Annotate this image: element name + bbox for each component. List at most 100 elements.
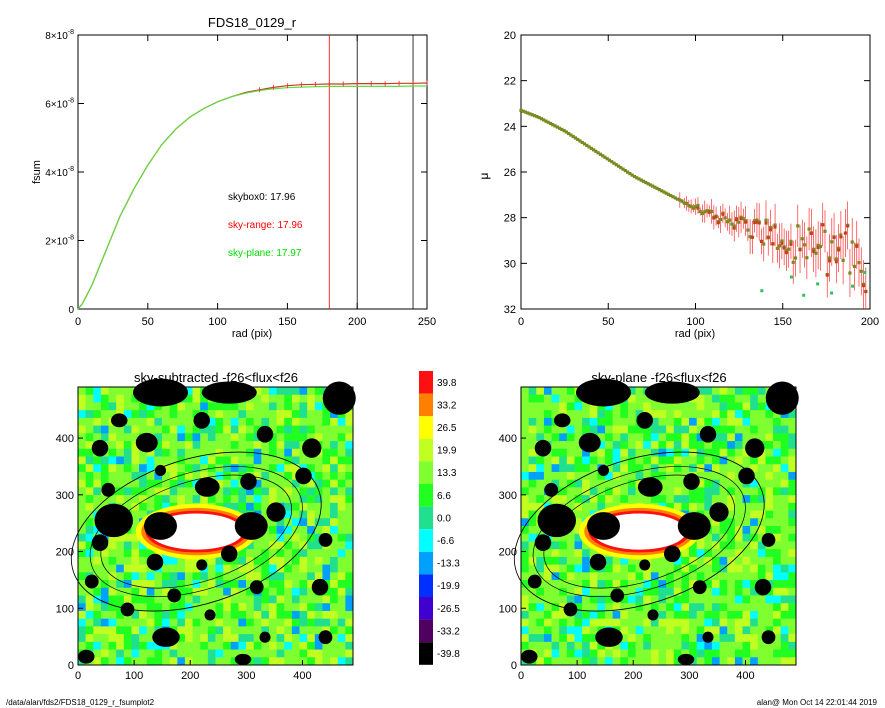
image-pixel — [711, 580, 721, 589]
image-pixel — [582, 595, 591, 604]
image-pixel — [605, 572, 614, 581]
image-pixel — [666, 626, 675, 635]
image-pixel — [192, 387, 201, 396]
image-pixel — [116, 402, 125, 411]
image-pixel — [711, 556, 721, 566]
image-pixel — [658, 425, 667, 434]
image-pixel — [673, 580, 682, 589]
image-pixel — [788, 595, 797, 604]
image-pixel — [711, 657, 721, 666]
image-pixel — [261, 564, 270, 573]
image-pixel — [123, 595, 132, 604]
image-pixel — [605, 610, 614, 620]
image-pixel — [78, 448, 87, 457]
image-pixel — [291, 649, 300, 658]
image-pixel — [345, 595, 354, 604]
image-pixel — [719, 479, 728, 488]
image-pixel — [337, 603, 346, 612]
image-pixel — [719, 549, 728, 558]
image-pixel — [666, 433, 675, 442]
image-pixel — [574, 471, 583, 481]
image-pixel — [627, 417, 636, 427]
image-pixel — [100, 641, 109, 650]
image-pixel — [215, 634, 224, 643]
image-pixel — [85, 526, 94, 535]
image-pixel — [108, 641, 117, 650]
image-pixel — [528, 641, 537, 650]
image-pixel — [116, 495, 125, 504]
masked-source — [598, 464, 609, 476]
image-pixel — [162, 502, 171, 511]
image-pixel — [131, 464, 140, 473]
image-pixel — [131, 425, 140, 434]
image-pixel — [780, 502, 789, 511]
image-pixel — [139, 402, 148, 411]
image-pixel — [650, 603, 659, 612]
image-pixel — [276, 425, 285, 434]
image-pixel — [268, 618, 278, 627]
image-pixel — [559, 495, 568, 504]
image-pixel — [184, 471, 193, 481]
image-pixel — [543, 595, 552, 604]
image-pixel — [146, 626, 155, 635]
image-pixel — [230, 456, 239, 465]
image-pixel — [230, 433, 239, 442]
image-pixel — [734, 518, 743, 527]
image-pixel — [750, 649, 759, 658]
image-pixel — [268, 464, 278, 473]
image-pixel — [742, 533, 751, 542]
image-pixel — [566, 556, 575, 566]
image-pixel — [177, 626, 186, 635]
image-pixel — [643, 441, 652, 450]
image-pixel — [605, 479, 614, 488]
image-pixel — [521, 533, 530, 542]
image-pixel — [238, 549, 247, 558]
image-pixel — [574, 556, 583, 566]
image-pixel — [345, 641, 354, 650]
masked-source — [761, 630, 776, 645]
image-pixel — [612, 495, 621, 504]
image-pixel — [246, 464, 255, 473]
image-pixel — [116, 580, 125, 589]
image-pixel — [337, 510, 346, 519]
image-pixel — [765, 564, 774, 573]
image-pixel — [742, 433, 751, 442]
image-pixel — [773, 518, 782, 527]
image-pixel — [268, 641, 278, 650]
image-pixel — [207, 580, 216, 589]
image-pixel — [154, 410, 163, 419]
image-pixel — [139, 603, 148, 612]
image-pixel — [284, 549, 293, 558]
masked-source — [94, 503, 133, 538]
image-pixel — [108, 433, 117, 442]
image-pixel — [78, 410, 87, 419]
image-pixel — [528, 610, 537, 620]
image-pixel — [574, 433, 583, 442]
image-pixel — [696, 649, 705, 658]
image-pixel — [93, 487, 102, 496]
image-pixel — [605, 657, 614, 666]
image-pixel — [169, 410, 178, 419]
masked-source — [295, 467, 312, 485]
image-pixel — [727, 464, 736, 473]
image-pixel — [230, 657, 239, 666]
image-pixel — [689, 433, 698, 442]
mu-point — [637, 177, 641, 181]
image-pixel — [291, 541, 300, 550]
image-pixel — [223, 626, 232, 635]
masked-source — [311, 578, 329, 596]
image-pixel — [85, 456, 94, 465]
masked-source — [318, 630, 333, 645]
image-pixel — [207, 649, 216, 658]
image-pixel — [223, 410, 232, 419]
image-xtick-label: 200 — [624, 670, 642, 682]
mu-point — [626, 170, 630, 174]
image-pixel — [268, 425, 278, 434]
image-pixel — [696, 495, 705, 504]
image-pixel — [566, 564, 575, 573]
mu-point — [762, 242, 766, 246]
image-pixel — [635, 580, 644, 589]
colorbar-swatch — [419, 438, 433, 462]
image-pixel — [704, 510, 713, 519]
image-pixel — [162, 487, 171, 496]
